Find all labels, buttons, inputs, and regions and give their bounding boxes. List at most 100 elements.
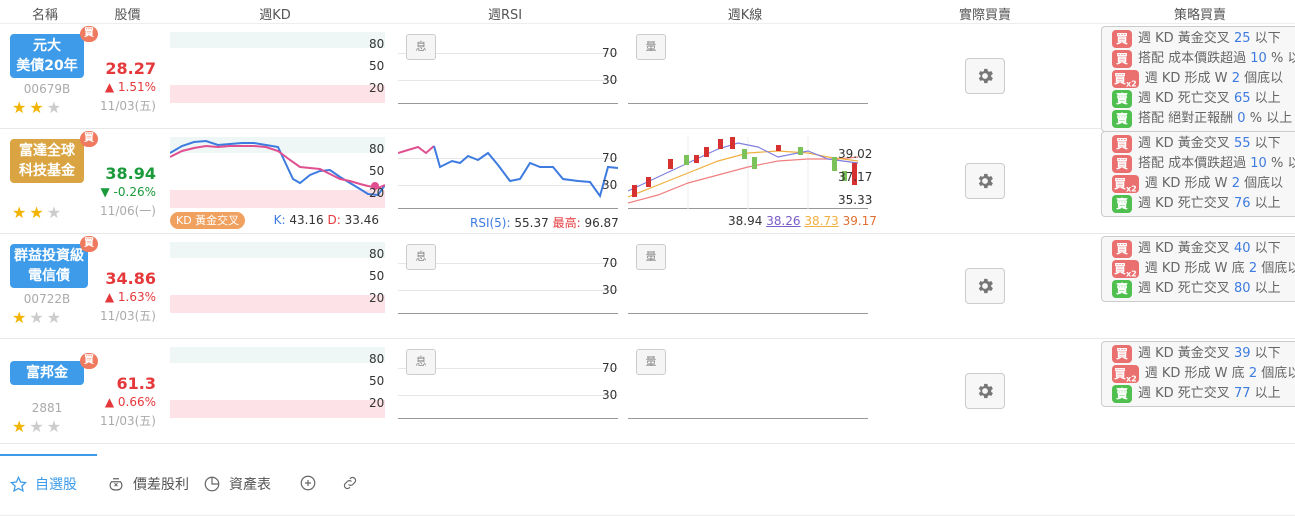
active-tab-indicator — [0, 454, 97, 456]
rating-star-icon[interactable]: ★ — [29, 417, 47, 436]
stock-name-badge[interactable]: 富邦金 — [10, 361, 84, 385]
weekly-rsi-chart[interactable]: 70 30 息 — [398, 32, 618, 104]
weekly-kline-chart[interactable]: 量 — [628, 242, 868, 314]
stock-name-line1: 富邦金 — [26, 365, 68, 381]
rule-threshold: 80 — [1233, 281, 1251, 296]
tab-asset-table[interactable]: 資產表 — [203, 474, 271, 494]
rating-star-icon[interactable]: ★ — [46, 417, 65, 436]
rule-suffix: % 以 — [1270, 156, 1295, 171]
rule-suffix: 個底以 — [1244, 71, 1284, 86]
kd-k-value: 43.16 — [289, 213, 324, 227]
weekly-kd-chart[interactable]: 80 50 20 — [170, 32, 385, 104]
kline-low: 35.33 — [838, 193, 873, 207]
dividend-toggle-button[interactable]: 息 — [406, 349, 436, 375]
settings-button[interactable] — [965, 163, 1005, 199]
volume-toggle-button[interactable]: 量 — [636, 349, 666, 375]
weekly-kline-chart[interactable]: 量 — [628, 347, 868, 419]
strategy-rule: 買週 KD 黃金交叉 55 以下 — [1112, 134, 1295, 154]
header-rsi: 週RSI — [487, 8, 523, 23]
rsi-level-30: 30 — [602, 388, 618, 402]
rule-text: 週 KD 黃金交叉 — [1138, 136, 1230, 151]
rating-star-icon[interactable]: ★ — [46, 203, 65, 222]
rating-star-icon[interactable]: ★ — [29, 203, 47, 222]
stock-name-badge[interactable]: 富達全球 科技基金 — [10, 139, 84, 183]
weekly-rsi-chart[interactable]: 70 30 — [398, 137, 618, 209]
weekly-kd-chart[interactable]: 80 50 20 — [170, 137, 385, 209]
rsi-chart — [398, 145, 618, 199]
rule-suffix: 以下 — [1254, 31, 1281, 46]
gear-icon — [978, 383, 993, 399]
price-date: 11/03(五) — [100, 309, 156, 323]
rule-text: 搭配 成本價跌超過 — [1138, 156, 1247, 171]
kline-high: 39.02 — [838, 147, 873, 161]
rule-threshold: 65 — [1233, 91, 1251, 106]
weekly-kd-chart[interactable]: 80 50 20 — [170, 347, 385, 419]
kd-chart — [170, 139, 385, 197]
strategy-rule: 買週 KD 黃金交叉 40 以下 — [1112, 239, 1295, 259]
rating-star-icon[interactable]: ★ — [29, 98, 47, 117]
rating-star-icon[interactable]: ★ — [12, 308, 30, 327]
settings-button[interactable] — [965, 268, 1005, 304]
table-row: 元大 美債20年買 00679B ★★★ 28.27 ▲ 1.51% 11/03(五) 80 5… — [0, 24, 1295, 132]
dividend-toggle-button[interactable]: 息 — [406, 244, 436, 270]
sell-tag: 賣 — [1112, 279, 1132, 298]
tab-link[interactable] — [341, 474, 367, 492]
stock-price: 28.27 — [105, 59, 156, 78]
rating-star-icon[interactable]: ★ — [12, 203, 30, 222]
rule-suffix: 個底以 — [1261, 366, 1295, 381]
price-change: ▲ 0.66% — [104, 395, 156, 409]
rule-text: 週 KD 死亡交叉 — [1138, 196, 1230, 211]
kd-level-80: 80 — [369, 142, 385, 156]
weekly-rsi-chart[interactable]: 70 30 息 — [398, 242, 618, 314]
kline-footer: 38.94 38.26 38.73 39.17 — [728, 214, 877, 228]
weekly-kd-chart[interactable]: 80 50 20 — [170, 242, 385, 314]
strategy-rule: 賣搭配 絕對正報酬 0 % 以上 — [1112, 109, 1295, 129]
rsi-value: 55.37 — [514, 216, 549, 230]
rule-text: 搭配 成本價跌超過 — [1138, 51, 1247, 66]
tab-watchlist[interactable]: 自選股 — [10, 474, 77, 494]
strategy-rule: 買x2 週 KD 形成 W 2 個底以 — [1112, 69, 1295, 89]
stock-name-line1: 群益投資級 — [14, 248, 84, 264]
buy-tag: 買 — [1112, 154, 1132, 173]
weekly-rsi-chart[interactable]: 70 30 息 — [398, 347, 618, 419]
header-actual-trade: 實際買賣 — [958, 8, 1011, 23]
header-kd: 週KD — [259, 8, 291, 23]
strategy-rule: 賣週 KD 死亡交叉 80 以上 — [1112, 279, 1295, 299]
rule-suffix: 個底以 — [1244, 176, 1284, 191]
strategy-rule: 賣週 KD 死亡交叉 77 以上 — [1112, 384, 1295, 404]
rating-star-icon[interactable]: ★ — [46, 98, 65, 117]
stock-name-badge[interactable]: 元大 美債20年 — [10, 34, 84, 78]
kd-level-80: 80 — [369, 352, 385, 366]
dividend-toggle-button[interactable]: 息 — [406, 34, 436, 60]
buy-tag: 買 — [1112, 29, 1132, 48]
header-strategy-trade: 策略買賣 — [1173, 8, 1226, 23]
rule-text: 週 KD 形成 W 底 — [1144, 366, 1245, 381]
tab-add[interactable] — [299, 474, 325, 492]
rating-star-icon[interactable]: ★ — [46, 308, 65, 327]
stock-name-badge[interactable]: 群益投資級 電信債 — [10, 244, 88, 288]
kd-level-80: 80 — [369, 247, 385, 261]
rating-star-icon[interactable]: ★ — [12, 98, 30, 117]
settings-button[interactable] — [965, 58, 1005, 94]
volume-toggle-button[interactable]: 量 — [636, 244, 666, 270]
rsi-level-30: 30 — [602, 73, 618, 87]
settings-button[interactable] — [965, 373, 1005, 409]
rating-star-icon[interactable]: ★ — [12, 417, 30, 436]
rsi-level-30: 30 — [602, 178, 618, 192]
volume-toggle-button[interactable]: 量 — [636, 34, 666, 60]
weekly-kline-chart[interactable]: 量 — [628, 32, 868, 104]
rsi-level-70: 70 — [602, 256, 618, 270]
weekly-kline-chart[interactable]: 39.02 37.17 35.33 — [628, 137, 872, 209]
tab-spread-dividend[interactable]: 價差股利 — [107, 474, 189, 494]
kd-level-80: 80 — [369, 37, 385, 51]
sell-tag: 賣 — [1112, 109, 1132, 128]
rule-text: 週 KD 死亡交叉 — [1138, 386, 1230, 401]
rating-star-icon[interactable]: ★ — [29, 308, 47, 327]
kd-level-20: 20 — [369, 396, 385, 410]
price-date: 11/03(五) — [100, 414, 156, 428]
ma-long — [628, 156, 859, 204]
